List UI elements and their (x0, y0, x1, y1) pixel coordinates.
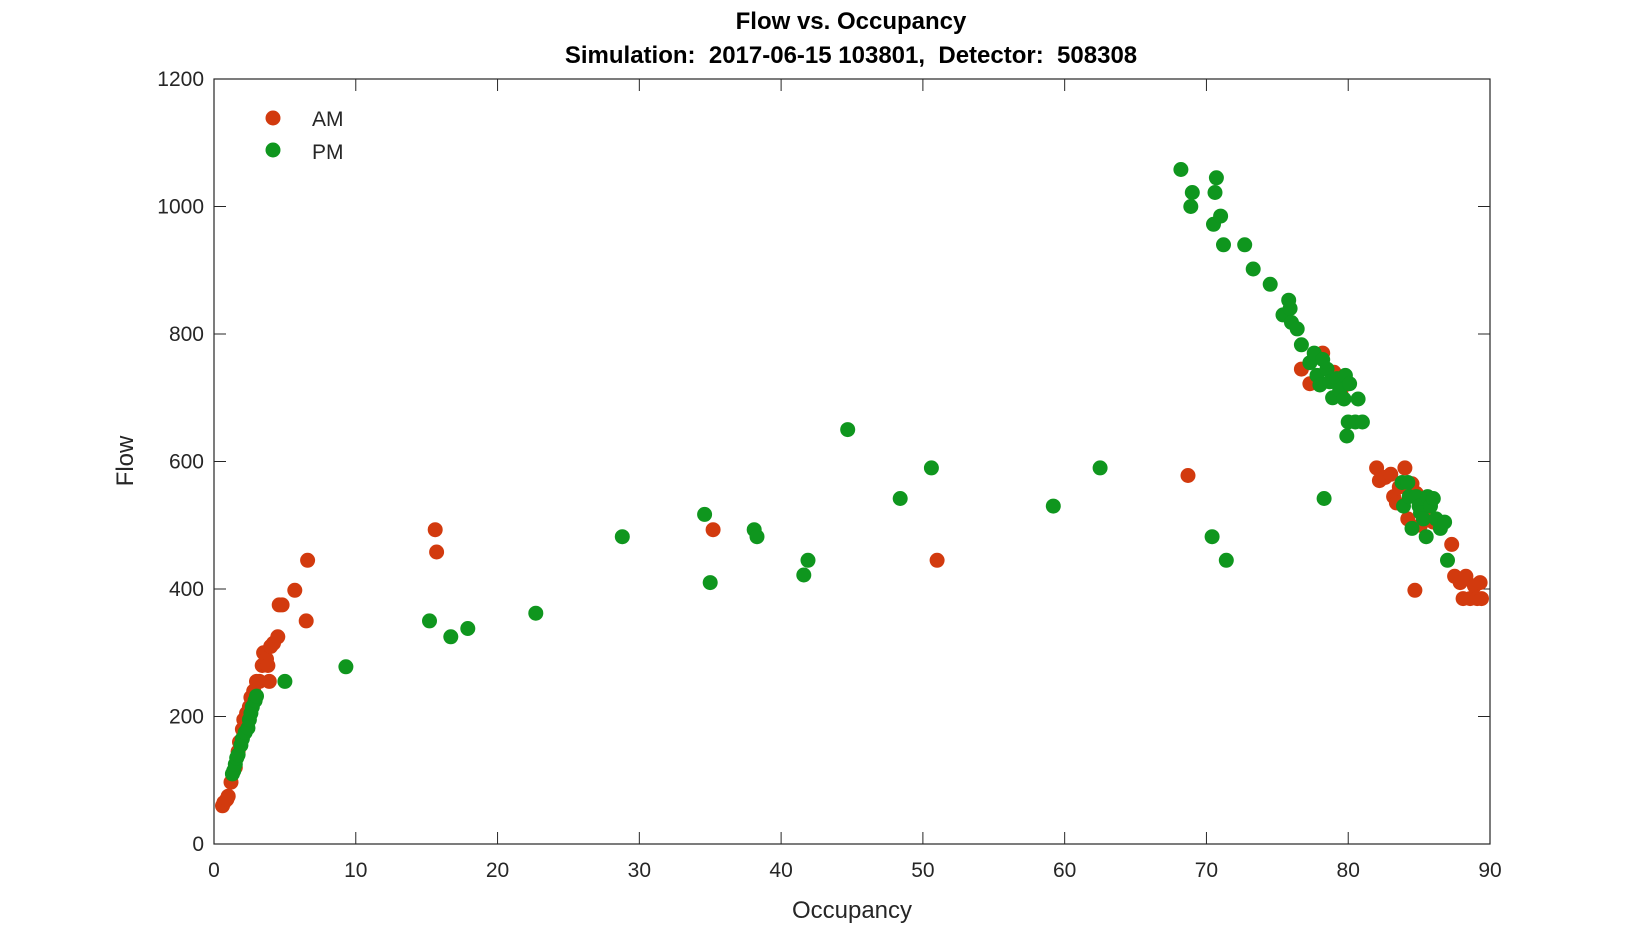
pm-point (1336, 391, 1352, 407)
x-tick-label: 0 (208, 859, 220, 882)
pm-point (1404, 520, 1420, 536)
pm-point (1183, 199, 1199, 214)
pm-point (1415, 511, 1431, 527)
pm-point (1400, 475, 1416, 490)
pm-point (749, 529, 765, 545)
x-tick-label: 70 (1195, 859, 1218, 882)
am-point (220, 788, 236, 804)
am-point (929, 552, 945, 568)
legend: AM PM (265, 108, 344, 164)
y-tick-label: 600 (169, 451, 204, 474)
chart-subtitle: Simulation: 2017-06-15 103801, Detector:… (565, 42, 1137, 69)
pm-point (1282, 301, 1298, 316)
pm-series (224, 162, 1455, 782)
pm-point (1092, 460, 1108, 476)
chart-title: Flow vs. Occupancy (736, 8, 967, 35)
pm-point (1293, 337, 1309, 353)
legend-am-label: AM (312, 108, 344, 131)
pm-point (1207, 185, 1223, 200)
pm-point (1245, 261, 1261, 277)
x-tick-label: 80 (1337, 859, 1360, 882)
pm-point (1216, 237, 1231, 253)
am-point (427, 522, 443, 538)
am-point (300, 552, 316, 568)
x-tick-label: 40 (769, 859, 792, 882)
am-point (1180, 468, 1196, 483)
plot-area (213, 78, 1491, 845)
am-point (429, 544, 445, 560)
pm-point (614, 529, 630, 545)
y-tick-label: 1000 (157, 196, 204, 219)
am-point (270, 629, 286, 645)
pm-point (528, 605, 544, 621)
pm-point (1218, 552, 1234, 568)
pm-point (460, 621, 476, 636)
legend-pm-label: PM (312, 141, 344, 164)
am-point (287, 582, 303, 598)
am-point (1472, 575, 1488, 591)
legend-am-marker (265, 110, 281, 126)
am-point (1474, 591, 1489, 607)
pm-point (1425, 491, 1441, 506)
x-tick-label: 30 (628, 859, 651, 882)
y-axis-label: Flow (112, 435, 139, 486)
pm-point (1418, 529, 1434, 545)
am-point (274, 597, 290, 613)
pm-point (1289, 321, 1305, 337)
pm-point (1354, 414, 1370, 430)
pm-point (800, 552, 816, 568)
pm-point (1339, 428, 1355, 444)
pm-point (1350, 391, 1366, 407)
pm-point (1045, 498, 1061, 514)
pm-point (697, 506, 713, 522)
y-tick-label: 200 (169, 706, 204, 729)
x-tick-label: 50 (911, 859, 934, 882)
pm-point (422, 613, 437, 629)
x-tick-label: 20 (486, 859, 509, 882)
pm-point (249, 688, 264, 704)
y-tick-label: 400 (169, 578, 204, 601)
pm-point (1173, 162, 1189, 177)
tick-marks (213, 78, 1491, 845)
pm-point (840, 422, 856, 438)
legend-pm-marker (265, 142, 281, 158)
pm-point (1208, 170, 1224, 186)
pm-point (1237, 237, 1253, 253)
pm-point (443, 629, 459, 645)
am-point (1397, 460, 1413, 476)
x-axis-label: Occupancy (792, 897, 912, 924)
y-tick-label: 800 (169, 323, 204, 346)
pm-point (1316, 491, 1332, 506)
am-point (261, 673, 277, 689)
y-tick-label: 0 (192, 833, 204, 856)
pm-point (338, 659, 354, 675)
tick-labels: 0 10 20 30 40 50 60 70 80 90 0 200 400 600 800 1000 1200 (157, 68, 1501, 882)
x-tick-label: 10 (344, 859, 367, 882)
pm-point (796, 567, 812, 583)
am-point (1383, 466, 1399, 482)
am-point (1444, 536, 1460, 552)
pm-point (702, 575, 718, 591)
x-tick-label: 60 (1053, 859, 1076, 882)
pm-point (277, 673, 293, 689)
pm-point (1319, 361, 1335, 377)
pm-point (1204, 529, 1220, 545)
am-point (705, 522, 721, 538)
pm-point (1213, 208, 1229, 224)
pm-point (1262, 276, 1278, 292)
am-point (260, 658, 276, 673)
x-tick-label: 90 (1478, 859, 1501, 882)
am-point (1407, 582, 1423, 598)
pm-point (923, 460, 939, 476)
pm-point (1440, 552, 1455, 568)
pm-point (892, 491, 908, 506)
y-tick-label: 1200 (157, 68, 204, 91)
pm-point (1184, 185, 1200, 200)
pm-point (1437, 514, 1453, 530)
pm-point (1342, 376, 1358, 392)
am-point (298, 613, 314, 629)
